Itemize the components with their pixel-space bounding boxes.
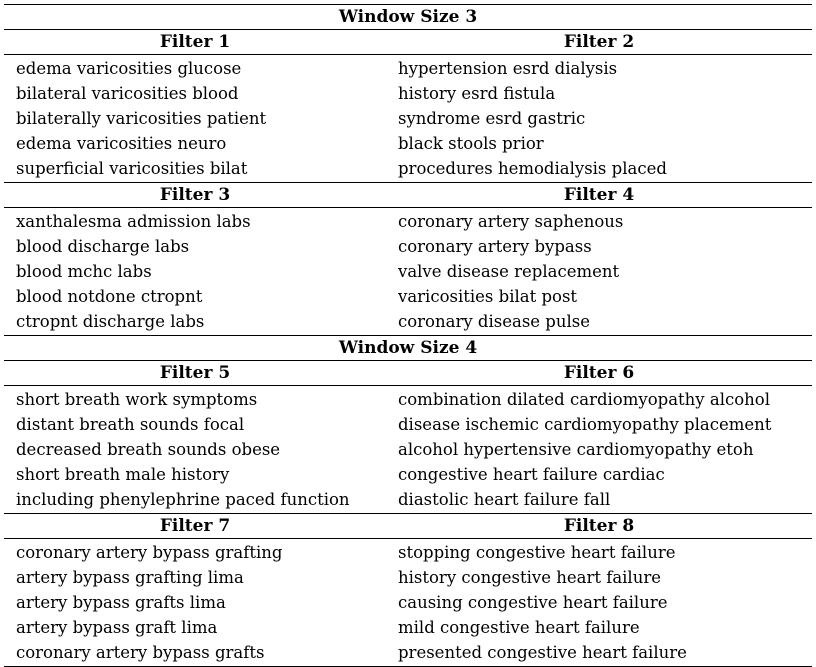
table-cell-left: including phenylephrine paced function <box>16 490 350 509</box>
section-title: Window Size 4 <box>338 338 478 358</box>
table-cell-right: coronary disease pulse <box>398 312 590 331</box>
table-cell-left: bilaterally varicosities patient <box>16 109 267 128</box>
table-cell-right: alcohol hypertensive cardiomyopathy etoh <box>398 440 754 459</box>
table-row: short breath work symptoms combination di… <box>4 387 812 412</box>
section-title: Window Size 3 <box>338 7 478 27</box>
table-row: blood mchc labs valve disease replacement <box>4 259 812 284</box>
table-rule <box>4 207 812 208</box>
filter-header-left: Filter 5 <box>159 363 231 383</box>
table-row: short breath male history congestive hear… <box>4 462 812 487</box>
table-cell-right: combination dilated cardiomyopathy alcoh… <box>398 390 770 409</box>
table-rule <box>4 54 812 55</box>
table-cell-right: varicosities bilat post <box>398 287 578 306</box>
table-cell-right: causing congestive heart failure <box>398 593 668 612</box>
table-row: coronary artery bypass grafting stopping … <box>4 540 812 565</box>
filter-rows: short breath work symptoms combination di… <box>4 386 812 513</box>
filter-rows: xanthalesma admission labs coronary arter… <box>4 208 812 335</box>
table-cell-right: presented congestive heart failure <box>398 643 687 662</box>
table-rule <box>4 360 812 361</box>
table-cell-right: coronary artery bypass <box>398 237 592 256</box>
filter-header-right: Filter 6 <box>563 363 635 383</box>
table-cell-left: short breath male history <box>16 465 230 484</box>
filter-table: Window Size 3 Filter 1 Filter 2 edema varic… <box>4 4 812 667</box>
table-cell-right: coronary artery saphenous <box>398 212 624 231</box>
filter-rows: coronary artery bypass grafting stopping … <box>4 539 812 666</box>
table-rule <box>4 538 812 539</box>
table-cell-right: congestive heart failure cardiac <box>398 465 665 484</box>
table-cell-right: valve disease replacement <box>398 262 620 281</box>
table-cell-right: stopping congestive heart failure <box>398 543 676 562</box>
table-row: ctropnt discharge labs coronary disease p… <box>4 309 812 334</box>
table-cell-right: disease ischemic cardiomyopathy placemen… <box>398 415 772 434</box>
table-cell-left: coronary artery bypass grafting <box>16 543 283 562</box>
filter-header-right: Filter 2 <box>563 32 635 52</box>
filter-header-row: Filter 5 Filter 6 <box>4 361 812 385</box>
table-cell-left: artery bypass graft lima <box>16 618 218 637</box>
table-cell-left: coronary artery bypass grafts <box>16 643 265 662</box>
filter-header-left: Filter 7 <box>159 516 231 536</box>
table-rule <box>4 385 812 386</box>
table-cell-left: short breath work symptoms <box>16 390 258 409</box>
filter-header-left: Filter 3 <box>159 185 231 205</box>
table-cell-left: artery bypass grafting lima <box>16 568 244 587</box>
table-cell-right: black stools prior <box>398 134 544 153</box>
table-row: bilateral varicosities blood history esrd… <box>4 81 812 106</box>
table-row: blood discharge labs coronary artery bypa… <box>4 234 812 259</box>
table-cell-left: xanthalesma admission labs <box>16 212 251 231</box>
table-row: including phenylephrine paced function di… <box>4 487 812 512</box>
table-cell-right: history esrd fistula <box>398 84 556 103</box>
table-cell-left: blood notdone ctropnt <box>16 287 203 306</box>
table-cell-left: distant breath sounds focal <box>16 415 245 434</box>
filter-header-row: Filter 3 Filter 4 <box>4 183 812 207</box>
table-row: edema varicosities glucose hypertension e… <box>4 56 812 81</box>
table-row: artery bypass graft lima mild congestive … <box>4 615 812 640</box>
table-cell-right: hypertension esrd dialysis <box>398 59 618 78</box>
table-cell-right: procedures hemodialysis placed <box>398 159 667 178</box>
table-row: xanthalesma admission labs coronary arter… <box>4 209 812 234</box>
table-cell-left: artery bypass grafts lima <box>16 593 226 612</box>
table-cell-right: mild congestive heart failure <box>398 618 640 637</box>
table-row: coronary artery bypass grafts presented c… <box>4 640 812 665</box>
table-cell-left: bilateral varicosities blood <box>16 84 239 103</box>
table-row: blood notdone ctropnt varicosities bilat … <box>4 284 812 309</box>
table-rule <box>4 182 812 183</box>
table-row: decreased breath sounds obese alcohol hyp… <box>4 437 812 462</box>
table-row: artery bypass grafting lima history conge… <box>4 565 812 590</box>
table-row: bilaterally varicosities patient syndrome… <box>4 106 812 131</box>
table-cell-left: superficial varicosities bilat <box>16 159 248 178</box>
table-row: distant breath sounds focal disease ische… <box>4 412 812 437</box>
table-cell-right: history congestive heart failure <box>398 568 661 587</box>
table-row: artery bypass grafts lima causing congest… <box>4 590 812 615</box>
table-cell-left: edema varicosities neuro <box>16 134 227 153</box>
table-cell-left: edema varicosities glucose <box>16 59 242 78</box>
filter-rows: edema varicosities glucose hypertension e… <box>4 55 812 182</box>
table-cell-left: decreased breath sounds obese <box>16 440 281 459</box>
table-cell-left: blood discharge labs <box>16 237 190 256</box>
table-row: superficial varicosities bilat procedures… <box>4 156 812 181</box>
filter-header-right: Filter 8 <box>563 516 635 536</box>
table-rule <box>4 335 812 336</box>
table-cell-left: ctropnt discharge labs <box>16 312 205 331</box>
table-rule <box>4 4 812 5</box>
table-cell-left: blood mchc labs <box>16 262 152 281</box>
filter-header-row: Filter 1 Filter 2 <box>4 30 812 54</box>
table-cell-right: diastolic heart failure fall <box>398 490 611 509</box>
filter-header-row: Filter 7 Filter 8 <box>4 514 812 538</box>
table-rule <box>4 29 812 30</box>
table-row: edema varicosities neuro black stools pri… <box>4 131 812 156</box>
table-cell-right: syndrome esrd gastric <box>398 109 586 128</box>
filter-header-left: Filter 1 <box>159 32 231 52</box>
table-rule <box>4 513 812 514</box>
filter-header-right: Filter 4 <box>563 185 635 205</box>
